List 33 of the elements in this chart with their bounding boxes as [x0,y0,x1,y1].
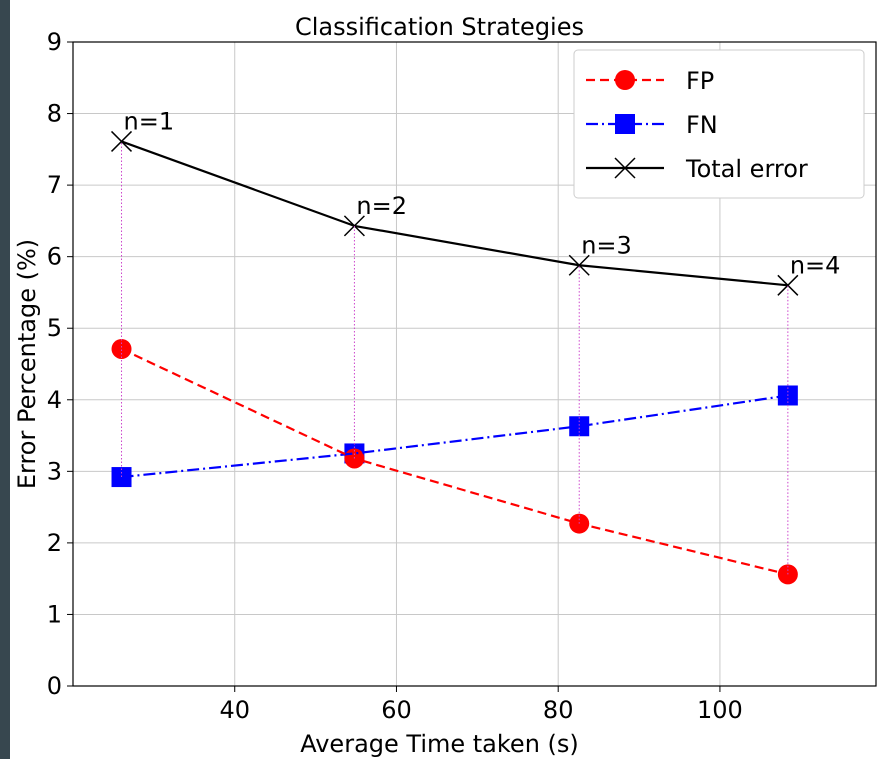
point [112,338,132,359]
x-tick-label: 40 [219,696,250,724]
annotation: n=3 [581,231,632,260]
chart-title: Classification Strategies [295,13,584,41]
y-tick-label: 9 [46,28,62,56]
x-tick-label: 80 [542,696,574,724]
annotation: n=4 [790,251,840,280]
legend-label: FP [686,67,714,95]
point [344,215,366,237]
y-tick-label: 0 [46,672,62,700]
annotation: n=1 [124,107,174,136]
annotation: n=2 [356,192,408,220]
legend-label: FN [686,111,718,139]
point [569,416,590,436]
y-tick-label: 4 [46,386,62,414]
point [569,514,590,534]
y-tick-label: 2 [46,528,62,557]
point [112,467,132,488]
x-tick-label: 100 [697,696,743,724]
point [568,254,590,276]
point [778,564,798,584]
y-tick-label: 8 [46,100,62,128]
y-tick-label: 5 [46,314,62,342]
x-axis-title: Average Time taken (s) [300,730,579,758]
y-axis-title: Error Percentage (%) [13,238,41,490]
point [777,274,799,296]
y-tick-label: 7 [46,171,62,200]
y-tick-label: 3 [46,457,62,486]
y-tick-label: 6 [46,242,62,271]
legend-label: Total error [685,155,808,183]
point [778,385,798,406]
x-tick-label: 60 [381,696,412,724]
y-tick-label: 1 [46,600,62,628]
